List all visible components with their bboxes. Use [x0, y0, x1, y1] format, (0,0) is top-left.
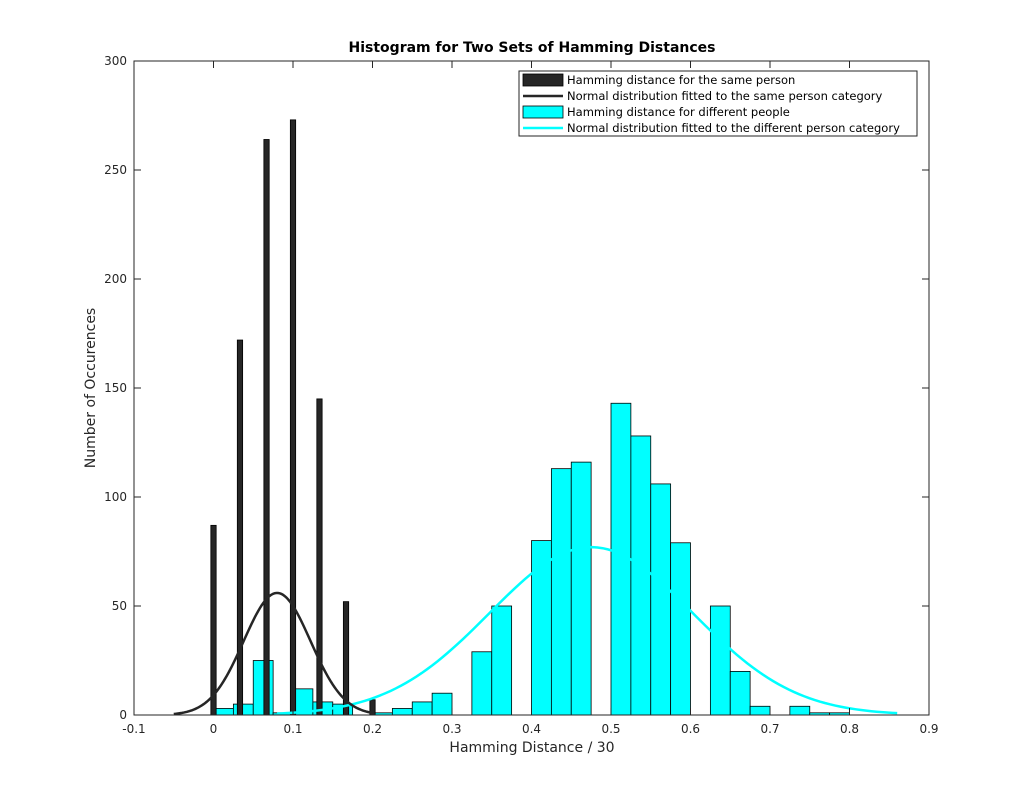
different-people-bar-13	[471, 651, 493, 716]
legend-entry-different-people-curve: Normal distribution fitted to the differ…	[567, 121, 900, 135]
x-tick-label: 0.2	[363, 722, 382, 736]
different-people-bar-9	[391, 708, 413, 716]
x-tick-label: 0	[210, 722, 218, 736]
bars-layer	[210, 119, 850, 716]
same-person-bar-1	[236, 339, 244, 716]
different-people-bar-14	[491, 605, 513, 716]
different-people-bar-2	[252, 660, 274, 716]
legend-swatch-different-people-histogram	[522, 105, 564, 119]
same-person-bar-3	[289, 119, 297, 716]
different-people-bar-22	[650, 483, 672, 716]
x-tick-label: 0.7	[760, 722, 779, 736]
legend: Hamming distance for the same person Nor…	[518, 70, 918, 137]
different-people-bar-25	[709, 605, 731, 716]
different-people-bar-17	[550, 468, 572, 716]
same-person-fit-curve	[173, 591, 373, 716]
different-people-bar-29	[789, 705, 811, 716]
x-tick-label: 0.9	[919, 722, 938, 736]
x-tick-label: 0.8	[840, 722, 859, 736]
different-people-bar-1	[232, 703, 254, 716]
different-people-bar-11	[431, 692, 453, 716]
x-tick-label: 0.5	[601, 722, 620, 736]
legend-entry-same-person-histogram: Hamming distance for the same person	[567, 73, 795, 87]
y-tick-label: 100	[104, 490, 127, 504]
legend-entry-different-people-histogram: Hamming distance for different people	[567, 105, 790, 119]
different-people-bar-26	[729, 671, 751, 716]
y-tick-label: 0	[119, 708, 127, 722]
different-people-bar-21	[630, 435, 652, 716]
x-tick-label: 0.3	[442, 722, 461, 736]
different-people-bar-23	[670, 542, 691, 716]
x-axis-label: Hamming Distance / 30	[449, 740, 614, 756]
different-people-bar-10	[411, 701, 433, 716]
y-tick-label: 150	[104, 381, 127, 395]
different-people-bar-27	[749, 705, 771, 716]
x-tick-label: 0.4	[522, 722, 541, 736]
y-tick-label: 250	[104, 163, 127, 177]
curves-layer	[173, 545, 898, 716]
same-person-bar-4	[316, 398, 323, 716]
legend-swatch-same-person-histogram	[522, 73, 564, 87]
same-person-bar-2	[263, 139, 270, 716]
legend-box	[518, 70, 918, 137]
different-people-fit-curve	[277, 545, 898, 715]
y-tick-label: 50	[112, 599, 127, 613]
x-tick-label: -0.1	[122, 722, 145, 736]
y-axis-label: Number of Occurences	[83, 308, 99, 468]
ticks-layer: -0.1 0 0.1 0.2 0.3 0.4 0.5 0.6 0.7 0.8 0.905010015…	[104, 54, 938, 736]
x-tick-label: 0.6	[681, 722, 700, 736]
same-person-bar-0	[210, 524, 217, 716]
different-people-bar-18	[570, 461, 592, 716]
x-tick-label: 0.1	[283, 722, 302, 736]
y-tick-label: 200	[104, 272, 127, 286]
chart-title: Histogram for Two Sets of Hamming Distan…	[349, 40, 716, 56]
legend-entry-same-person-curve: Normal distribution fitted to the same p…	[567, 89, 883, 103]
y-tick-label: 300	[104, 54, 127, 68]
